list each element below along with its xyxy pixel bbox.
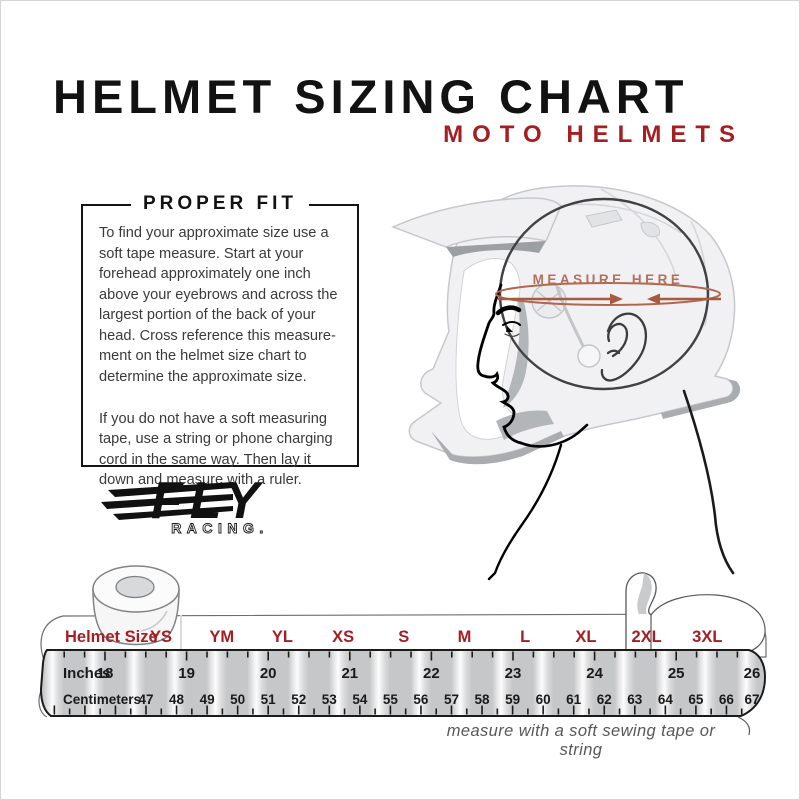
tape-ruler-band [39, 649, 767, 717]
tape-cm-number: 62 [597, 692, 612, 707]
tape-caption: measure with a soft sewing tape or strin… [446, 722, 716, 759]
eye-iris [506, 326, 513, 332]
tape-size-label: XL [575, 628, 596, 646]
tape-cm-number: 61 [566, 692, 582, 707]
tape-size-label: XS [332, 628, 354, 646]
helmet-vent-2 [640, 221, 661, 238]
page-subtitle: MOTO HELMETS [443, 121, 744, 148]
tape-inch-number: 25 [668, 665, 685, 682]
tape-inch-number: 20 [260, 665, 277, 682]
tape-inch-number: 21 [341, 665, 358, 682]
tape-cm-number: 57 [444, 692, 459, 707]
helmet-head-illustration: MEASURE HERE [391, 185, 741, 581]
eyebrow [495, 305, 522, 316]
tape-size-label: L [520, 628, 530, 646]
tape-inches-label: Inches [63, 665, 111, 682]
tape-cm-number: 65 [688, 692, 704, 707]
tape-inch-number: 22 [423, 665, 440, 682]
tape-cm-number: 63 [627, 692, 643, 707]
proper-fit-heading: PROPER FIT [130, 193, 309, 215]
eye-upper-lid [502, 321, 521, 326]
tape-size-label: YL [272, 628, 293, 646]
tape-cm-number: 56 [413, 692, 429, 707]
tape-cm-number: 60 [536, 692, 551, 707]
measure-arrow-right [647, 293, 721, 305]
proper-fit-body: To find your approximate size use a soft… [83, 206, 357, 491]
helmet-vent-1 [585, 209, 623, 228]
tape-cm-number: 64 [658, 692, 674, 707]
jaw-line [519, 423, 589, 448]
helmet-back-shadow [661, 379, 741, 419]
ear [600, 312, 648, 382]
fly-racing-logo: FLY RACING. [101, 479, 269, 536]
tape-size-label: 3XL [692, 628, 722, 646]
tape-size-row-label: Helmet Size [65, 628, 158, 646]
head-circle [498, 197, 710, 391]
tape-cm-number: 53 [322, 692, 338, 707]
proper-fit-paragraph-2: If you do not have a soft measuring tape… [99, 410, 333, 489]
tape-cm-number: 52 [291, 692, 306, 707]
tape-size-label: 2XL [631, 628, 661, 646]
tape-inch-number: 24 [586, 665, 603, 682]
tape-cm-number: 51 [261, 692, 277, 707]
helmet-panel-line-1 [560, 203, 682, 234]
tape-right-tail [737, 716, 751, 736]
tape-cm-number: 59 [505, 692, 520, 707]
back-neck-line [682, 389, 735, 575]
tape-cm-number: 50 [230, 692, 245, 707]
tape-cm-number: 49 [200, 692, 215, 707]
tape-size-label: S [398, 628, 409, 646]
measure-here-label: MEASURE HERE [533, 272, 684, 287]
tape-inch-number: 18 [97, 665, 114, 682]
measure-arrow-left [498, 293, 623, 305]
logo-wing-lines [101, 482, 233, 520]
tape-inch-number: 23 [505, 665, 522, 682]
chin-vent [496, 410, 554, 440]
tape-cm-number: 67 [744, 692, 759, 707]
tape-cm-number: 48 [169, 692, 185, 707]
tape-size-label: M [458, 628, 472, 646]
face-profile [476, 283, 523, 445]
front-neck-line [487, 443, 563, 581]
proper-fit-paragraph-1: To find your approximate size use a soft… [99, 225, 338, 385]
tape-spool [92, 565, 180, 646]
tape-cm-number: 58 [475, 692, 491, 707]
tape-cm-number: 55 [383, 692, 399, 707]
strap-button [577, 344, 601, 368]
proper-fit-box: PROPER FIT To find your approximate size… [81, 193, 359, 488]
helmet-peak-shadow [446, 241, 546, 257]
helmet-disc-cross [536, 290, 562, 312]
opening-rim-shadow [503, 299, 529, 408]
page-title: HELMET SIZING CHART [53, 70, 689, 123]
strap-line [555, 285, 585, 347]
tape-size-label: YS [150, 628, 172, 646]
logo-fly-text: FLY [151, 479, 266, 530]
tape-cm-number: 66 [719, 692, 735, 707]
helmet-peak [391, 197, 562, 248]
logo-racing-text: RACING. [171, 520, 269, 536]
eye-lower-lid [504, 333, 520, 337]
tape-cm-number: 47 [138, 692, 153, 707]
tape-inch-number: 26 [744, 665, 761, 682]
measure-ellipse [495, 282, 721, 306]
proper-fit-heading-wrap: PROPER FIT [83, 193, 357, 215]
measuring-tape: YS YM YL XS S M L XL 2XL 3XL 18 19 20 21 22 23 24 25 26 47 4… [38, 565, 767, 736]
tape-size-label: YM [209, 628, 234, 646]
tape-cm-number: 54 [352, 692, 368, 707]
tape-centimeters-label: Centimeters [63, 692, 141, 707]
tape-fold [625, 572, 766, 655]
tape-inch-number: 19 [178, 665, 195, 682]
